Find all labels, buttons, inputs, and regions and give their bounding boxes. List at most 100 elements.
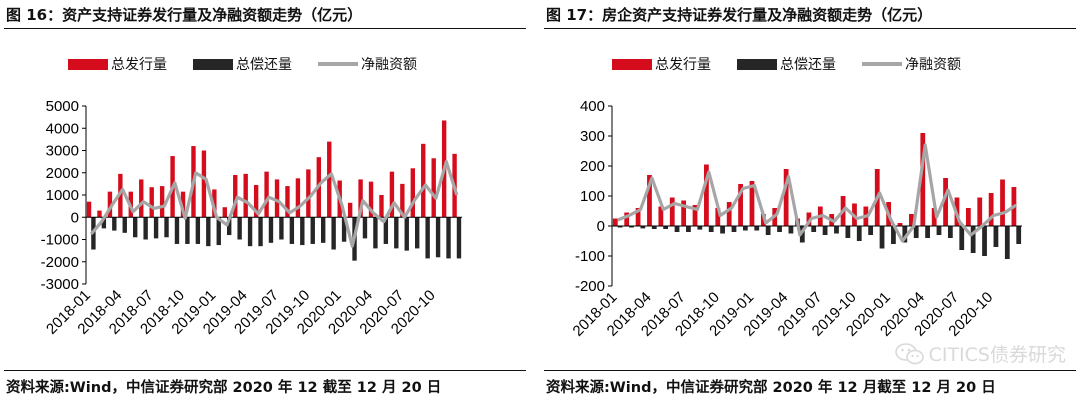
legend-label-repay: 总偿还量 [780, 57, 836, 73]
bar-gross [647, 175, 652, 226]
bar-gross [692, 205, 698, 226]
source-divider [544, 370, 1076, 371]
bar-repay [331, 217, 336, 250]
bar-repay [237, 217, 242, 240]
bar-repay [982, 226, 987, 256]
y-tick-label: 3000 [46, 143, 79, 160]
source-note: 资料来源:Wind，中信证券研究部 2020 年 12 截至 12 月 20 日 [6, 380, 442, 396]
title-divider [544, 28, 1076, 29]
legend-swatch-gross [612, 58, 652, 70]
y-tick-label: 200 [580, 158, 605, 175]
bar-gross [612, 218, 618, 226]
y-tick-label: -200 [575, 278, 605, 295]
bar-repay [425, 217, 430, 259]
legend-swatch-gross [68, 58, 108, 70]
bar-repay [674, 226, 680, 232]
bar-repay [925, 226, 930, 238]
bar-repay [258, 217, 263, 247]
bar-repay [765, 226, 771, 235]
bar-repay [435, 217, 441, 258]
bar-repay [1004, 226, 1010, 259]
bar-gross [389, 171, 395, 218]
bar-repay [936, 226, 942, 235]
bar-repay [174, 217, 180, 244]
y-tick-label: 2000 [46, 165, 79, 182]
bar-repay [868, 226, 874, 235]
bar-repay [1016, 226, 1022, 244]
bar-gross [368, 181, 374, 218]
bar-gross [410, 168, 415, 218]
bar-repay [856, 226, 862, 241]
bar-gross [431, 158, 436, 218]
bar-repay [310, 217, 315, 244]
bar-gross [421, 143, 426, 218]
bar-repay [446, 217, 451, 259]
bar-repay [651, 226, 657, 229]
legend-item-gross: 总发行量 [612, 54, 711, 74]
y-tick-label: -3000 [41, 276, 79, 293]
y-tick-label: -2000 [41, 254, 79, 271]
bar-repay [845, 226, 851, 238]
bar-gross [920, 133, 926, 226]
bar-repay [143, 217, 148, 240]
bar-repay [617, 226, 623, 228]
source-note: 资料来源:Wind，中信证券研究部 2020 年 12 月截至 12 月 20 … [546, 380, 996, 396]
y-tick-label: 300 [580, 128, 605, 145]
bar-gross [783, 169, 789, 226]
bar-gross [107, 191, 113, 218]
y-tick-label: -1000 [41, 232, 79, 249]
chart-plot: -3000-2000-10000100020003000400050002018… [41, 98, 462, 338]
bar-gross [358, 179, 363, 218]
bar-repay [383, 217, 389, 244]
legend-item-repay: 总偿还量 [193, 54, 292, 74]
y-tick-label: 100 [580, 188, 605, 205]
series-line-net [89, 160, 459, 248]
bar-repay [227, 217, 232, 236]
bar-gross [379, 195, 384, 218]
y-tick-label: 0 [71, 209, 79, 226]
legend-swatch-repay [193, 58, 233, 70]
y-tick-label: -100 [575, 248, 605, 265]
chart-panel-left: 图 16：资产支持证券发行量及净融资额走势（亿元） 总发行量 总偿还量 净融资额… [0, 0, 530, 404]
series-line-net [617, 143, 1018, 243]
bar-repay [629, 226, 634, 228]
bar-gross [909, 214, 914, 226]
bar-gross [624, 212, 630, 226]
chart-panel-right: 图 17：房企资产支持证券发行量及净融资额走势（亿元） 总发行量 总偿还量 净融… [540, 0, 1080, 404]
legend-label-repay: 总偿还量 [236, 57, 292, 73]
bar-gross [97, 210, 102, 218]
bar-gross [327, 141, 332, 218]
bar-repay [777, 226, 782, 232]
bar-repay [300, 217, 305, 246]
bar-repay [708, 226, 714, 232]
bar-repay [993, 226, 999, 247]
bar-gross [201, 150, 207, 218]
bar-repay [970, 226, 976, 253]
bar-gross [180, 191, 186, 218]
bar-gross [943, 178, 948, 226]
legend-item-net: 净融资额 [862, 54, 961, 74]
bar-repay [913, 226, 919, 238]
bar-repay [834, 226, 839, 234]
bar-repay [720, 226, 725, 234]
bar-repay [456, 217, 462, 259]
y-tick-label: 0 [597, 218, 605, 235]
bar-repay [279, 217, 284, 240]
bar-gross [233, 174, 238, 218]
bar-gross [681, 200, 687, 226]
legend-label-net: 净融资额 [361, 57, 417, 73]
bar-gross [139, 179, 144, 218]
bar-repay [101, 217, 107, 229]
bar-repay [902, 226, 908, 243]
bar-gross [159, 186, 165, 218]
legend-label-gross: 总发行量 [655, 57, 711, 73]
bar-gross [264, 171, 269, 218]
bar-repay [216, 217, 221, 246]
bar-repay [153, 217, 159, 239]
y-tick-label: 1000 [46, 187, 79, 204]
chart-legend: 总发行量 总偿还量 净融资额 [612, 54, 987, 74]
bar-repay [394, 217, 399, 249]
title-divider [4, 28, 526, 29]
bar-repay [822, 226, 828, 235]
legend-label-net: 净融资额 [905, 57, 961, 73]
